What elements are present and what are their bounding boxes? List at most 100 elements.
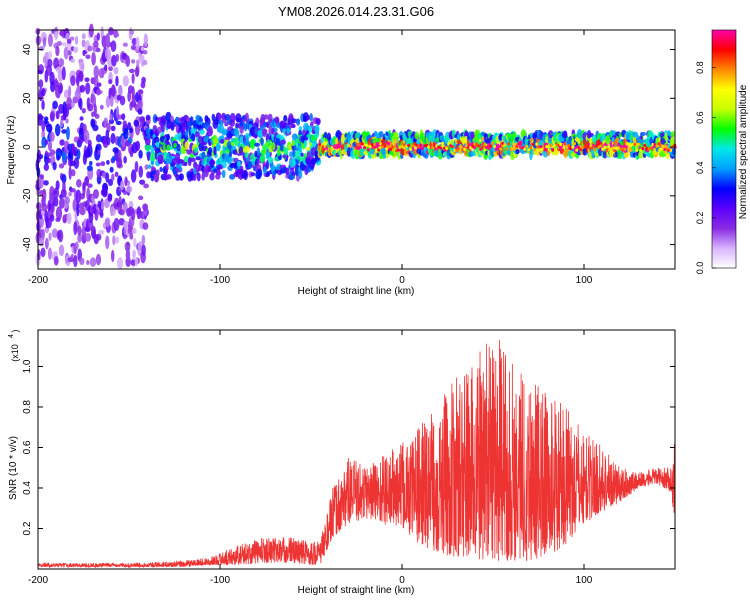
spectrogram-cell (52, 161, 57, 171)
snr-x-tick-label: -200 (28, 575, 48, 586)
spectrogram-cell (189, 116, 194, 126)
spectrogram-cell (55, 110, 60, 120)
spectrogram-cell (267, 113, 273, 123)
spectrogram-cell (55, 45, 60, 57)
spectrogram-cell (85, 82, 91, 95)
spectrogram-cell (175, 174, 181, 181)
spectrogram-cell (501, 141, 505, 146)
spectrogram-cell (113, 32, 120, 38)
spectrogram-cell (341, 144, 346, 150)
spectrogram-cell (117, 258, 123, 267)
spectrogram-cell (215, 171, 222, 176)
colorbar-gradient (711, 29, 737, 269)
spectrogram-cell (113, 66, 119, 75)
spectrogram-cell (166, 133, 171, 141)
snr-y-tick-label: 0.2 (22, 521, 33, 535)
spectrogram-cell (50, 204, 55, 214)
spectrogram-cell (79, 207, 86, 216)
spectrogram-cell (285, 167, 290, 175)
spectrogram-cell (639, 148, 643, 152)
spectrogram-cell (212, 119, 219, 129)
spectrogram-cell (76, 179, 82, 188)
spectrogram-cell (63, 140, 70, 155)
spectrogram-cell (567, 143, 571, 148)
spectrogram-cell (236, 160, 241, 167)
snr-x-tick-label: 0 (399, 575, 405, 586)
spectrogram-cell (56, 41, 63, 47)
spectrogram-cell (291, 140, 296, 147)
spectrogram-cell (115, 75, 119, 87)
spectrogram-cell (669, 148, 673, 152)
spectrogram-cell (130, 169, 137, 183)
spectrogram-cell (131, 59, 136, 64)
spectrogram-cell (209, 173, 215, 181)
spectrogram-cell (276, 148, 281, 157)
snr-y-multiplier-exponent: 4 (8, 334, 15, 338)
spectrogram-cell (389, 147, 392, 151)
spectrogram-cell (70, 169, 76, 177)
spectrogram-cell (363, 145, 366, 150)
spectrogram-cell (427, 145, 430, 149)
spectrogram-cell (85, 54, 91, 60)
spectrogram-cell (407, 143, 410, 147)
spectrogram-cell (463, 147, 467, 151)
spectrogram-cell (300, 152, 304, 157)
snr-y-tick-label: 0.4 (22, 481, 33, 495)
spectrogram-cell (183, 161, 188, 167)
spectrogram-cell (493, 144, 497, 149)
snr-y-multiplier-base: (x10 (10, 344, 20, 362)
spectrogram-cell (116, 114, 123, 120)
spectrogram-cell (385, 147, 388, 151)
spectrogram-cell (593, 148, 597, 152)
spectrogram-cell (298, 126, 303, 132)
spectrogram-cell (271, 127, 275, 135)
spectrogram-cell (263, 114, 269, 120)
spectrogram-cell (86, 218, 90, 233)
spectrogram-cell (91, 52, 96, 66)
spectrogram-cell (143, 33, 148, 47)
spectrogram-cell (137, 89, 144, 95)
spectrogram-cell (79, 257, 85, 266)
spectrogram-cell (110, 125, 116, 132)
spectrogram-cell (86, 144, 93, 158)
spectrogram-cell (121, 113, 126, 121)
spectrogram-cell (92, 124, 99, 132)
spectrogram-cell (70, 58, 76, 64)
spectrogram-cell (431, 145, 434, 149)
spectrogram-cell (135, 140, 141, 151)
spectrogram-cell (605, 148, 609, 153)
spectrogram-cell (169, 115, 175, 122)
spectrogram-cell (525, 144, 529, 149)
spectrogram-cell (291, 133, 298, 140)
spectrogram-cell (573, 142, 577, 146)
spectrogram-cell (316, 120, 321, 126)
spectrogram-cell (446, 149, 451, 156)
spectrogram-cell (129, 233, 134, 240)
spectrogram-cell (639, 131, 647, 137)
snr-x-label: Height of straight line (km) (298, 585, 415, 596)
spectrogram-cell (122, 201, 128, 213)
spectrogram-cell (527, 148, 531, 152)
spectrogram-cell (142, 203, 149, 211)
spectrogram-cell (267, 156, 274, 164)
spectrogram-cell (209, 159, 216, 166)
spectrogram-cell (571, 145, 575, 149)
spectrogram-cell (70, 75, 76, 87)
spectrogram-cell (216, 112, 222, 121)
spectrogram-cell (379, 142, 382, 146)
spectrogram-cell (551, 148, 555, 152)
spectrogram-x-tick-label: 100 (576, 275, 593, 286)
spectrogram-cell (579, 148, 583, 152)
spectrogram-cell (510, 134, 514, 144)
spectrogram-cell (332, 135, 336, 143)
spectrogram-cell (213, 168, 218, 173)
spectrogram-cell (538, 140, 544, 147)
spectrogram-cell (43, 116, 49, 121)
spectrogram-cell (106, 95, 110, 109)
spectrogram-cell (286, 127, 290, 135)
spectrogram-cell (69, 188, 76, 193)
spectrogram-cell (643, 143, 647, 147)
spectrogram-cell (114, 236, 120, 244)
spectrogram-cell (198, 129, 205, 135)
